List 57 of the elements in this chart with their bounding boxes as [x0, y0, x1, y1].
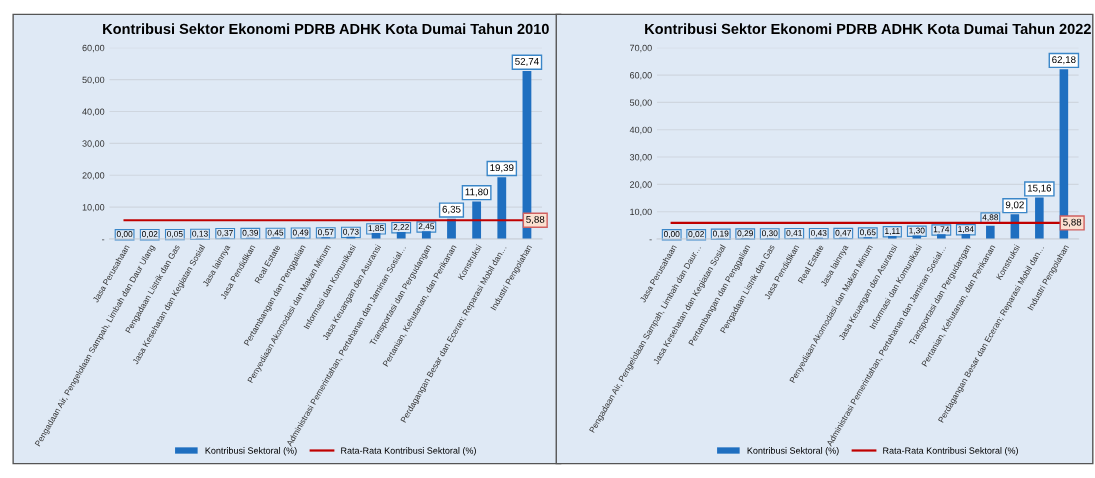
data-label: 0,43 [810, 229, 827, 237]
data-label: 0,02 [141, 231, 158, 238]
data-label: 15,16 [1027, 184, 1052, 193]
y-tick-label: 20,00 [630, 181, 652, 189]
data-label: 0,30 [761, 230, 778, 238]
data-label: 62,18 [1052, 56, 1076, 65]
y-tick-label: 50,00 [82, 76, 105, 85]
data-label: 1,74 [933, 226, 950, 234]
data-label: 0,73 [343, 228, 359, 236]
data-label: 11,80 [465, 188, 489, 197]
y-tick-label: 20,00 [82, 172, 105, 180]
data-label: 9,02 [1005, 201, 1024, 210]
data-label: 1,11 [885, 228, 900, 235]
y-tick-label: 70,00 [630, 44, 652, 53]
y-tick-label: 30,00 [82, 140, 105, 148]
y-tick-label: 40,00 [82, 108, 105, 116]
data-label: 0,13 [192, 230, 208, 238]
data-label: 0,29 [737, 230, 753, 238]
data-label: 0,41 [786, 229, 802, 237]
data-label: 0,19 [712, 230, 729, 238]
data-label: 6,35 [442, 205, 461, 214]
data-label: 0,47 [835, 229, 851, 237]
y-tick-label: 40,00 [629, 126, 652, 135]
legend-label: Rata-Rata Kontribusi Sektoral (%) [883, 447, 1018, 456]
chart-title: Kontribusi Sektor Ekonomi PDRB ADHK Kota Dumai Tahun 2022 [645, 23, 1091, 35]
data-label: 19,39 [490, 164, 514, 173]
data-label: 2,22 [393, 224, 409, 231]
y-tick-label: 10,00 [630, 208, 652, 217]
data-label: 0,37 [217, 229, 233, 237]
data-label: 1,84 [958, 226, 974, 233]
legend-label: Rata-Rata Kontribusi Sektoral (%) [341, 447, 476, 456]
y-tick-label: 60,00 [82, 44, 105, 53]
data-label: 0,02 [688, 231, 704, 238]
y-tick-label: 60,00 [630, 72, 652, 80]
data-label: 0,65 [860, 229, 876, 237]
y-tick-label: - [102, 239, 105, 241]
data-label: 4,88 [982, 214, 999, 222]
data-label: 0,45 [267, 229, 284, 237]
y-tick-label: - [649, 239, 652, 241]
data-label: 0,39 [242, 229, 259, 237]
data-label: 1,85 [368, 225, 384, 233]
legend-label: Kontribusi Sektoral (%) [205, 447, 297, 456]
y-tick-label: 10,00 [82, 204, 105, 212]
data-label: 2,45 [418, 223, 435, 231]
data-label: 0,05 [167, 230, 183, 238]
data-label: 0,57 [317, 229, 334, 237]
data-label: 0,00 [663, 231, 680, 238]
y-tick-label: 50,00 [629, 99, 652, 107]
data-label: 0,00 [116, 231, 133, 238]
data-label: 52,74 [515, 57, 539, 66]
data-label: 5,88 [1063, 218, 1082, 227]
data-label: 5,88 [526, 215, 545, 225]
data-label: 1,30 [909, 227, 925, 235]
data-label: 0,49 [292, 229, 309, 237]
y-tick-label: 30,00 [629, 154, 652, 162]
legend-label: Kontribusi Sektoral (%) [747, 447, 839, 456]
chart-title: Kontribusi Sektor Ekonomi PDRB ADHK Kota Dumai Tahun 2010 [103, 23, 549, 35]
